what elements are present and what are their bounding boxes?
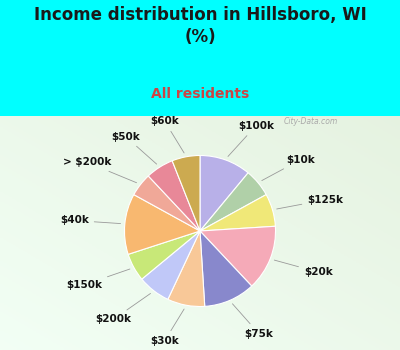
Text: $50k: $50k <box>111 132 157 164</box>
Text: All residents: All residents <box>151 87 249 101</box>
Wedge shape <box>128 231 200 279</box>
Wedge shape <box>200 155 248 231</box>
Wedge shape <box>134 176 200 231</box>
Text: > $200k: > $200k <box>63 158 136 183</box>
Wedge shape <box>200 231 252 306</box>
Text: $60k: $60k <box>150 116 184 153</box>
Text: $20k: $20k <box>274 260 333 277</box>
Wedge shape <box>200 195 275 231</box>
Wedge shape <box>172 155 200 231</box>
Wedge shape <box>200 173 266 231</box>
Wedge shape <box>148 161 200 231</box>
Text: $10k: $10k <box>262 155 315 181</box>
Text: City-Data.com: City-Data.com <box>284 117 338 126</box>
Text: $75k: $75k <box>232 304 273 338</box>
Text: $40k: $40k <box>60 216 120 225</box>
Text: $125k: $125k <box>277 195 343 209</box>
Text: $100k: $100k <box>228 121 274 156</box>
Wedge shape <box>142 231 200 299</box>
Text: $30k: $30k <box>150 309 184 346</box>
Wedge shape <box>168 231 205 307</box>
Text: Income distribution in Hillsboro, WI
(%): Income distribution in Hillsboro, WI (%) <box>34 6 366 46</box>
Wedge shape <box>200 226 276 286</box>
Text: $150k: $150k <box>66 269 130 290</box>
Wedge shape <box>124 195 200 254</box>
Text: $200k: $200k <box>96 293 150 324</box>
